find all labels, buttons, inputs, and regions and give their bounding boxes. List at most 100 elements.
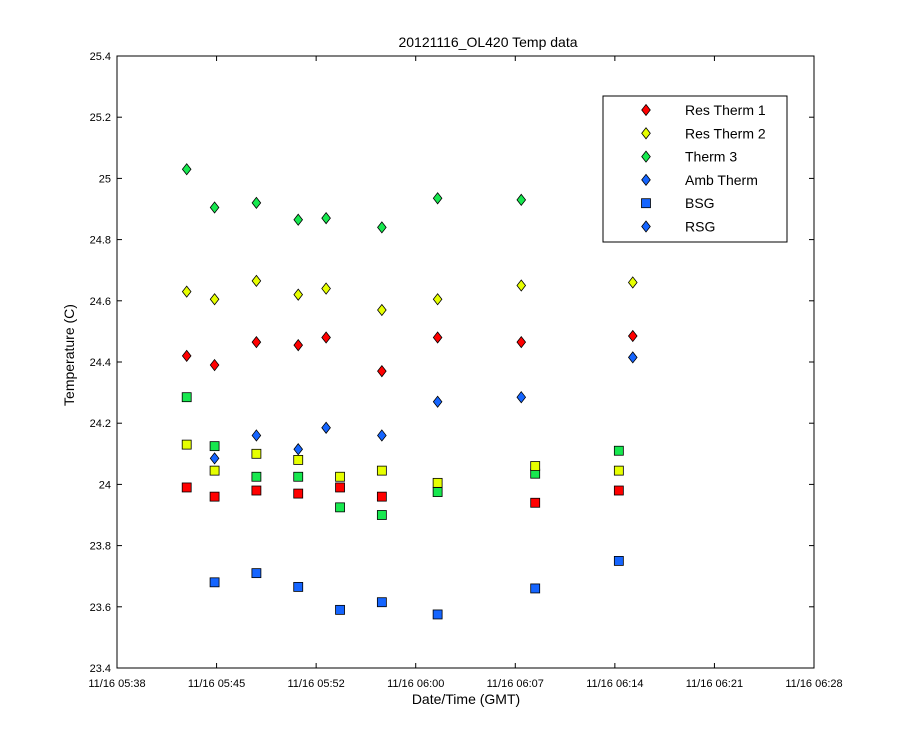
- data-points: [181, 163, 638, 620]
- res-therm-2-point: [516, 279, 527, 292]
- legend-label: Res Therm 2: [685, 125, 766, 141]
- square-series-point: [432, 487, 443, 497]
- y-tick-label: 23.4: [90, 663, 111, 675]
- square-series-point: [335, 471, 345, 482]
- square-series-point: [613, 485, 624, 496]
- square-series-point: [530, 497, 541, 508]
- therm-3-point: [251, 196, 262, 210]
- y-tick-label: 23.8: [90, 541, 111, 553]
- res-therm-1-point: [627, 329, 638, 343]
- therm-3-point: [516, 193, 527, 206]
- x-tick-label: 11/16 05:45: [188, 678, 245, 690]
- square-series-point: [209, 491, 220, 502]
- amb-therm-point: [321, 421, 331, 434]
- res-therm-2-point: [293, 288, 304, 301]
- res-therm-2-point: [321, 282, 331, 295]
- square-series-point: [376, 510, 387, 520]
- amb-therm-point: [377, 429, 387, 442]
- res-therm-2-point: [377, 303, 387, 317]
- legend-marker: [641, 220, 651, 233]
- legend-marker: [641, 127, 651, 140]
- bsg-point: [376, 597, 387, 608]
- therm-3-point: [293, 213, 304, 226]
- res-therm-1-point: [181, 349, 192, 363]
- square-series-point: [376, 465, 387, 476]
- res-therm-1-point: [377, 365, 387, 378]
- legend-label: BSG: [685, 195, 715, 211]
- bsg-point: [293, 582, 304, 592]
- therm-3-point: [377, 221, 387, 234]
- bsg-point: [209, 577, 220, 588]
- square-series-point: [209, 441, 220, 452]
- res-therm-2-point: [181, 285, 192, 298]
- legend-label: Res Therm 1: [685, 102, 766, 118]
- square-series-point: [335, 502, 345, 513]
- square-series-point: [613, 445, 624, 456]
- y-tick-label: 24.2: [90, 418, 111, 430]
- legend-label: RSG: [685, 219, 715, 235]
- square-series-point: [293, 471, 304, 482]
- therm-3-point: [209, 201, 220, 214]
- y-axis: 23.4 23.6 23.8 24 24.2 24.4 24.6 24.8 25 25.2 25.4: [90, 51, 814, 675]
- bsg-point: [335, 604, 345, 615]
- legend-label: Amb Therm: [685, 172, 758, 188]
- square-series-point: [181, 392, 192, 403]
- legend-marker: [641, 173, 651, 187]
- y-tick-label: 25: [99, 173, 111, 185]
- amb-therm-point: [627, 351, 638, 364]
- res-therm-2-point: [627, 276, 638, 289]
- y-tick-label: 24.8: [90, 235, 111, 247]
- square-series-point: [181, 482, 192, 493]
- bsg-point: [251, 568, 262, 579]
- res-therm-1-point: [251, 335, 262, 349]
- square-series-point: [181, 439, 192, 450]
- square-series-point: [293, 488, 304, 499]
- square-series-point: [530, 461, 541, 471]
- square-series-point: [209, 465, 220, 476]
- bsg-point: [432, 609, 443, 620]
- amb-therm-point: [432, 395, 443, 408]
- chart-title: 20121116_OL420 Temp data: [398, 34, 577, 50]
- x-tick-label: 11/16 06:28: [785, 678, 842, 690]
- legend-box: [602, 95, 788, 243]
- res-therm-1-point: [321, 331, 331, 344]
- y-axis-title: Temperature (C): [61, 304, 77, 406]
- amb-therm-point: [251, 429, 262, 442]
- legend-marker: [641, 150, 651, 163]
- square-series-point: [251, 448, 262, 459]
- y-tick-label: 24: [99, 479, 111, 491]
- x-tick-label: 11/16 06:07: [487, 678, 544, 690]
- amb-therm-point: [209, 452, 220, 465]
- res-therm-2-point: [209, 293, 220, 306]
- y-tick-label: 25.2: [90, 112, 111, 124]
- x-axis: 11/16 05:38 11/16 05:45 11/16 05:52 11/16 0…: [88, 56, 843, 690]
- legend-label: Therm 3: [685, 149, 737, 165]
- res-therm-1-point: [432, 331, 443, 344]
- therm-3-point: [432, 192, 443, 205]
- x-tick-label: 11/16 06:21: [686, 678, 743, 690]
- y-tick-label: 23.6: [90, 602, 111, 614]
- therm-3-point: [181, 163, 192, 176]
- res-therm-2-point: [432, 293, 443, 306]
- amb-therm-point: [293, 443, 304, 456]
- res-therm-1-point: [209, 358, 220, 372]
- x-tick-label: 11/16 05:38: [88, 678, 145, 690]
- res-therm-1-point: [516, 335, 527, 349]
- x-tick-label: 11/16 06:00: [387, 678, 444, 690]
- therm-3-point: [321, 212, 331, 225]
- square-series-point: [335, 482, 345, 493]
- y-tick-label: 25.4: [90, 51, 111, 63]
- x-tick-label: 11/16 05:52: [287, 678, 344, 690]
- square-series-point: [432, 477, 443, 488]
- x-axis-title: Date/Time (GMT): [412, 691, 520, 707]
- square-series-point: [376, 491, 387, 502]
- square-series-point: [293, 455, 304, 465]
- legend-marker: [641, 103, 651, 117]
- square-series-point: [251, 471, 262, 482]
- bsg-point: [530, 583, 541, 594]
- y-tick-label: 24.4: [90, 357, 111, 369]
- square-series-point: [613, 465, 624, 476]
- bsg-point: [613, 556, 624, 566]
- amb-therm-point: [516, 391, 527, 404]
